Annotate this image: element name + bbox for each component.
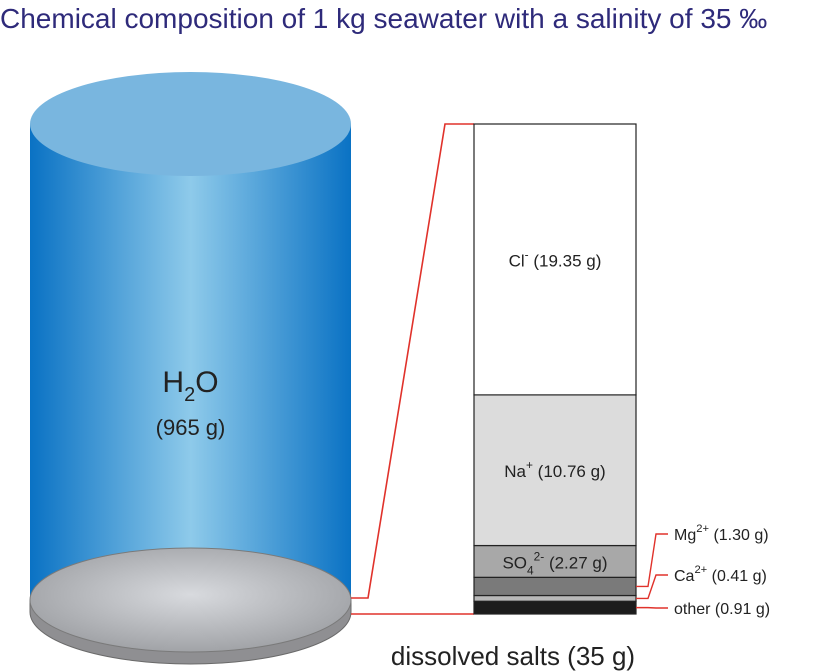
connector-line-top bbox=[351, 123, 474, 599]
diagram-title: Chemical composition of 1 kg seawater wi… bbox=[0, 3, 767, 34]
bar-segment-ca bbox=[473, 594, 637, 602]
label-ca: Ca2+ (0.41 g) bbox=[674, 564, 767, 585]
label-cl: Cl- (19.35 g) bbox=[509, 247, 602, 270]
leader-line-mg bbox=[636, 533, 668, 588]
salt-composition-labels: Cl- (19.35 g) Na+ (10.76 g) SO42- (2.27 g)… bbox=[502, 247, 770, 618]
salts-disk bbox=[29, 547, 352, 665]
salts-disk-top bbox=[29, 547, 352, 653]
label-other: other (0.91 g) bbox=[674, 601, 770, 618]
dissolved-salts-label: dissolved salts (35 g) bbox=[391, 641, 635, 671]
bar-segment-cl bbox=[473, 123, 637, 396]
label-na: Na+ (10.76 g) bbox=[504, 458, 605, 481]
water-cylinder-body bbox=[30, 124, 351, 600]
label-so4: SO42- (2.27 g) bbox=[502, 549, 607, 577]
bar-segment-other bbox=[473, 600, 637, 615]
water-cylinder-top bbox=[30, 72, 351, 176]
bar-segment-na bbox=[473, 394, 637, 547]
bar-segment-mg bbox=[473, 576, 637, 597]
leader-line-ca bbox=[636, 574, 668, 600]
water-mass-label: (965 g) bbox=[156, 415, 226, 440]
water-cylinder bbox=[30, 72, 351, 600]
label-mg: Mg2+ (1.30 g) bbox=[674, 523, 769, 544]
salt-composition-bar bbox=[473, 123, 637, 615]
water-formula-label: H2O bbox=[162, 366, 218, 406]
